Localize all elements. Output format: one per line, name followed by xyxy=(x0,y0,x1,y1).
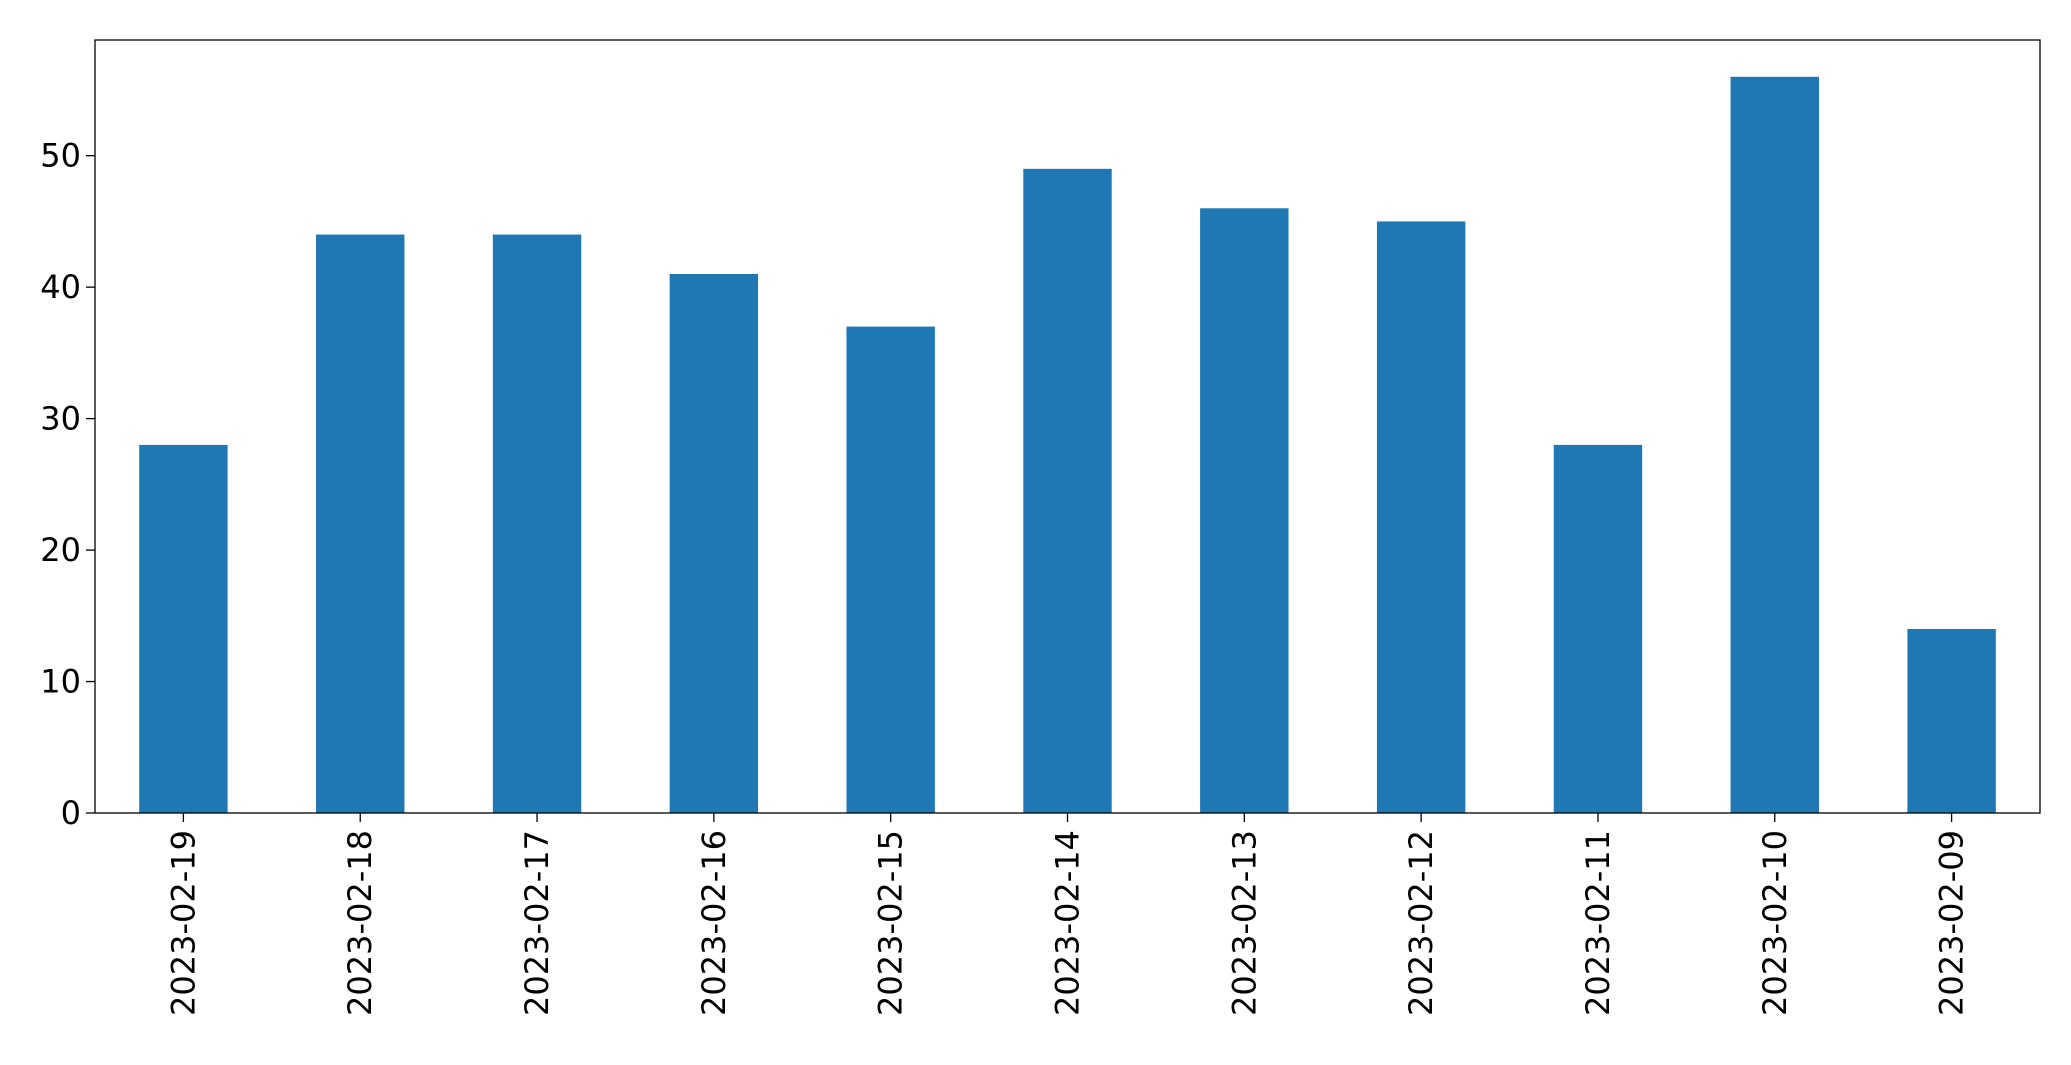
bar-2023-02-10 xyxy=(1730,76,1819,813)
x-tick-label: 2023-02-14 xyxy=(1049,830,1087,1016)
bar-2023-02-09 xyxy=(1907,628,1996,813)
x-tick-label: 2023-02-10 xyxy=(1756,830,1794,1016)
y-tick-label: 40 xyxy=(40,268,81,306)
x-tick-label: 2023-02-17 xyxy=(518,830,556,1016)
y-tick-label: 30 xyxy=(40,400,81,438)
bar-2023-02-18 xyxy=(316,234,405,813)
bar-2023-02-14 xyxy=(1023,168,1112,813)
bar-2023-02-15 xyxy=(846,326,935,813)
y-tick-label: 20 xyxy=(40,531,81,569)
x-tick-label: 2023-02-11 xyxy=(1579,830,1617,1016)
x-tick-label: 2023-02-13 xyxy=(1225,830,1263,1016)
x-tick-label: 2023-02-09 xyxy=(1933,830,1971,1016)
x-tick-label: 2023-02-19 xyxy=(164,830,202,1016)
x-tick-label: 2023-02-18 xyxy=(341,830,379,1016)
y-tick-label: 10 xyxy=(40,663,81,701)
x-tick-label: 2023-02-12 xyxy=(1402,830,1440,1016)
x-tick-label: 2023-02-16 xyxy=(695,830,733,1016)
bar-2023-02-16 xyxy=(669,274,759,813)
bars-layer xyxy=(139,76,1996,814)
y-tick-label: 0 xyxy=(61,794,81,832)
bar-2023-02-12 xyxy=(1376,221,1466,814)
bar-2023-02-11 xyxy=(1553,444,1643,813)
bar-2023-02-19 xyxy=(139,444,228,813)
y-axis: 0 10 20 30 40 50 xyxy=(40,137,95,832)
y-tick-label: 50 xyxy=(40,137,81,175)
x-tick-label: 2023-02-15 xyxy=(872,830,910,1016)
bar-2023-02-13 xyxy=(1200,208,1289,813)
plot-frame xyxy=(94,39,2041,814)
bar-2023-02-17 xyxy=(492,234,582,813)
x-axis: 2023-02-19 2023-02-18 2023-02-17 2023-02-16… xyxy=(164,813,1971,1016)
